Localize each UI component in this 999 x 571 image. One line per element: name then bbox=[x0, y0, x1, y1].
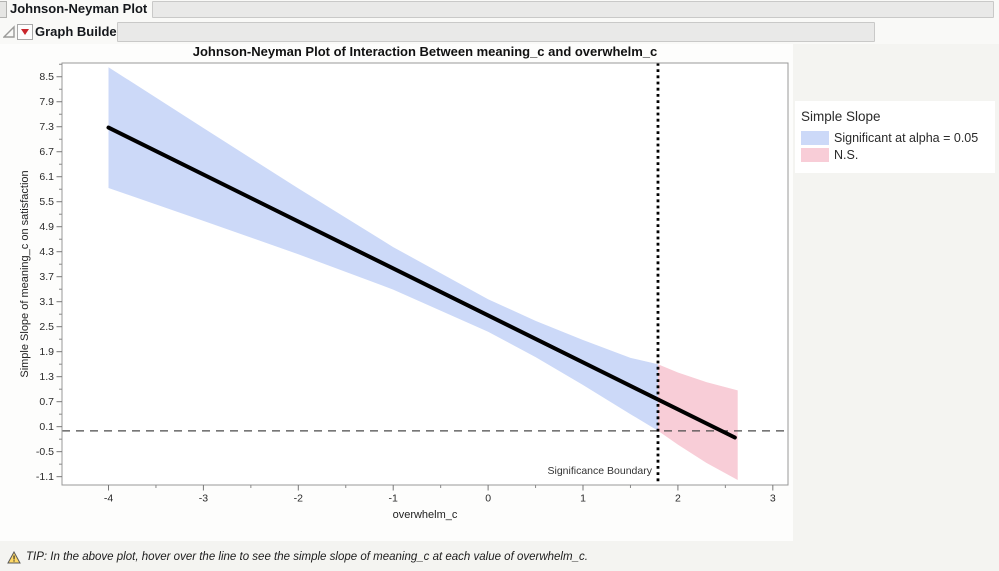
tip-row: ! TIP: In the above plot, hover over the… bbox=[7, 548, 997, 566]
y-tick-label: 1.9 bbox=[39, 346, 54, 358]
plot-frame bbox=[61, 62, 789, 486]
outline-header-row: Johnson-Neyman Plot bbox=[0, 0, 999, 20]
legend-item-significant[interactable]: Significant at alpha = 0.05 bbox=[801, 131, 978, 145]
outline-header-band[interactable] bbox=[152, 1, 994, 18]
y-tick-label: 7.3 bbox=[39, 121, 54, 133]
tip-text: TIP: In the above plot, hover over the l… bbox=[26, 551, 588, 563]
y-tick-label: 7.9 bbox=[39, 96, 54, 108]
y-tick-label: 4.9 bbox=[39, 221, 54, 233]
chart-title: Johnson-Neyman Plot of Interaction Betwe… bbox=[193, 44, 658, 59]
significance-boundary-label: Significance Boundary bbox=[547, 465, 652, 477]
disclosure-triangle-icon[interactable] bbox=[3, 25, 17, 39]
legend-label-ns: N.S. bbox=[834, 148, 859, 162]
x-tick-label: -2 bbox=[294, 493, 303, 505]
legend: Simple Slope Significant at alpha = 0.05… bbox=[795, 101, 995, 173]
y-tick-label: 8.5 bbox=[39, 71, 54, 83]
y-tick-label: 4.3 bbox=[39, 246, 54, 258]
y-tick-label: 6.1 bbox=[39, 171, 54, 183]
y-tick-label: 0.1 bbox=[39, 421, 54, 433]
x-tick-label: 2 bbox=[675, 493, 681, 505]
y-tick-label: 1.3 bbox=[39, 371, 54, 383]
legend-swatch-significant[interactable] bbox=[801, 131, 829, 145]
y-tick-label: 0.7 bbox=[39, 396, 54, 408]
x-tick-label: -3 bbox=[199, 493, 208, 505]
window-edge-disclosure-icon[interactable] bbox=[0, 1, 7, 18]
x-tick-label: 3 bbox=[770, 493, 776, 505]
y-axis-title[interactable]: Simple Slope of meaning_c on satisfactio… bbox=[19, 170, 31, 377]
y-tick-label: 2.5 bbox=[39, 321, 54, 333]
legend-item-ns[interactable]: N.S. bbox=[801, 148, 858, 162]
graph-builder-header-row: Graph Builder bbox=[0, 20, 999, 44]
y-tick-label: 6.7 bbox=[39, 146, 54, 158]
graph-builder-title: Graph Builder bbox=[35, 24, 122, 39]
x-tick-label: -4 bbox=[104, 493, 113, 505]
svg-text:!: ! bbox=[13, 553, 16, 563]
x-tick-label: 1 bbox=[580, 493, 586, 505]
ci-band-significant bbox=[108, 67, 658, 431]
red-triangle-icon bbox=[21, 29, 29, 35]
y-tick-label: 3.7 bbox=[39, 271, 54, 283]
legend-swatch-ns[interactable] bbox=[801, 148, 829, 162]
legend-title: Simple Slope bbox=[801, 109, 881, 124]
y-tick-label: 5.5 bbox=[39, 196, 54, 208]
ci-band-ns bbox=[658, 364, 738, 480]
x-tick-label: 0 bbox=[485, 493, 491, 505]
x-tick-label: -1 bbox=[389, 493, 398, 505]
x-axis-title[interactable]: overwhelm_c bbox=[393, 509, 458, 521]
report-title: Johnson-Neyman Plot bbox=[10, 1, 148, 16]
graph-builder-header-band[interactable] bbox=[117, 22, 875, 42]
simple-slope-line[interactable] bbox=[106, 125, 737, 440]
legend-label-significant: Significant at alpha = 0.05 bbox=[834, 131, 979, 145]
red-triangle-menu-button[interactable] bbox=[17, 24, 33, 40]
y-tick-label: -1.1 bbox=[36, 471, 54, 483]
y-tick-label: 3.1 bbox=[39, 296, 54, 308]
y-tick-label: -0.5 bbox=[36, 446, 54, 458]
warning-icon: ! bbox=[7, 550, 21, 563]
